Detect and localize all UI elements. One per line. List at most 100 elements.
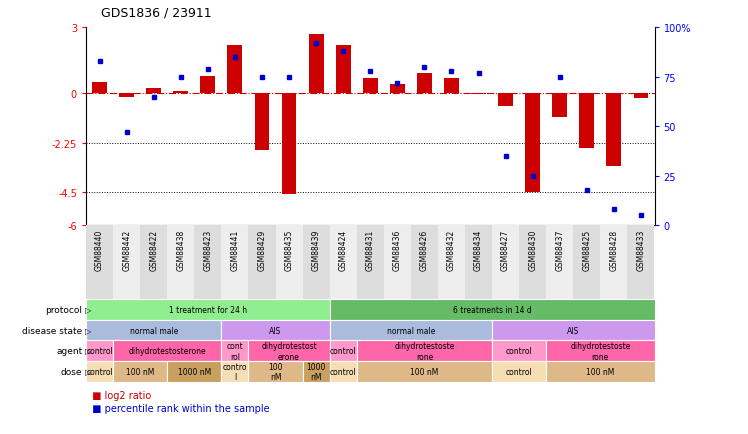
Text: ▷: ▷ <box>85 326 92 335</box>
Text: GSM88424: GSM88424 <box>339 229 348 270</box>
Text: control: control <box>330 346 357 355</box>
Bar <box>92 83 107 94</box>
Text: GSM88426: GSM88426 <box>420 229 429 270</box>
Text: GSM88427: GSM88427 <box>501 229 510 270</box>
Text: 100
nM: 100 nM <box>269 362 283 381</box>
Bar <box>330 341 357 361</box>
Text: GSM88422: GSM88422 <box>149 229 158 270</box>
Bar <box>221 361 248 382</box>
Text: GSM88433: GSM88433 <box>637 229 646 271</box>
Text: contro
l: contro l <box>223 362 247 381</box>
Bar <box>357 361 492 382</box>
Text: AIS: AIS <box>567 326 580 335</box>
Bar <box>309 35 324 94</box>
Bar <box>248 341 330 361</box>
Text: GSM88430: GSM88430 <box>528 229 537 271</box>
Bar <box>227 46 242 94</box>
Bar <box>390 85 405 94</box>
Bar <box>546 226 573 299</box>
Bar <box>580 94 594 149</box>
Bar <box>86 299 330 320</box>
Text: GSM88432: GSM88432 <box>447 229 456 270</box>
Bar <box>113 341 221 361</box>
Bar <box>330 226 357 299</box>
Text: dihydrotestoste
rone: dihydrotestoste rone <box>394 341 455 361</box>
Text: AIS: AIS <box>269 326 282 335</box>
Text: ▷: ▷ <box>85 305 92 314</box>
Text: GSM88440: GSM88440 <box>95 229 104 271</box>
Bar <box>86 341 113 361</box>
Text: agent: agent <box>56 346 82 355</box>
Bar <box>363 79 378 94</box>
Text: GSM88436: GSM88436 <box>393 229 402 271</box>
Bar <box>438 226 465 299</box>
Bar <box>492 226 519 299</box>
Bar <box>546 341 654 361</box>
Bar <box>281 94 296 195</box>
Bar <box>465 226 492 299</box>
Bar <box>498 94 513 107</box>
Text: 6 treatments in 14 d: 6 treatments in 14 d <box>453 305 531 314</box>
Bar <box>417 74 432 94</box>
Bar <box>336 46 351 94</box>
Bar <box>519 226 546 299</box>
Text: 100 nM: 100 nM <box>410 367 438 376</box>
Text: normal male: normal male <box>387 326 435 335</box>
Bar <box>607 94 622 166</box>
Bar <box>113 226 140 299</box>
Text: GSM88429: GSM88429 <box>257 229 266 270</box>
Bar <box>552 94 567 118</box>
Bar <box>357 341 492 361</box>
Bar <box>411 226 438 299</box>
Text: protocol: protocol <box>46 305 82 314</box>
Text: dihydrotestosterone: dihydrotestosterone <box>129 346 206 355</box>
Text: GSM88439: GSM88439 <box>312 229 321 271</box>
Text: 1000 nM: 1000 nM <box>178 367 211 376</box>
Bar <box>168 226 194 299</box>
Bar <box>573 226 601 299</box>
Text: cont
rol: cont rol <box>227 341 243 361</box>
Bar <box>303 361 330 382</box>
Text: dihydrotestoste
rone: dihydrotestoste rone <box>570 341 631 361</box>
Text: GSM88435: GSM88435 <box>284 229 293 271</box>
Text: GSM88437: GSM88437 <box>555 229 564 271</box>
Bar <box>194 226 221 299</box>
Text: 1000
nM: 1000 nM <box>307 362 326 381</box>
Text: 100 nM: 100 nM <box>586 367 615 376</box>
Text: dihydrotestost
erone: dihydrotestost erone <box>261 341 317 361</box>
Text: ▷: ▷ <box>85 367 92 376</box>
Bar <box>86 226 113 299</box>
Bar <box>330 361 357 382</box>
Bar <box>330 299 654 320</box>
Text: control: control <box>330 367 357 376</box>
Bar <box>254 94 269 151</box>
Text: control: control <box>86 346 113 355</box>
Bar <box>86 320 221 341</box>
Bar <box>546 361 654 382</box>
Bar <box>492 320 654 341</box>
Text: dose: dose <box>61 367 82 376</box>
Bar <box>140 226 168 299</box>
Bar <box>444 79 459 94</box>
Bar <box>384 226 411 299</box>
Bar <box>601 226 628 299</box>
Bar <box>492 341 546 361</box>
Bar <box>492 361 546 382</box>
Bar <box>628 226 654 299</box>
Bar <box>119 94 134 97</box>
Bar <box>525 94 540 193</box>
Text: GSM88423: GSM88423 <box>203 229 212 270</box>
Text: ▷: ▷ <box>85 346 92 355</box>
Text: ■ log2 ratio: ■ log2 ratio <box>86 390 151 400</box>
Bar <box>471 94 486 95</box>
Bar <box>357 226 384 299</box>
Bar <box>275 226 303 299</box>
Text: GSM88434: GSM88434 <box>474 229 483 271</box>
Text: control: control <box>86 367 113 376</box>
Text: disease state: disease state <box>22 326 82 335</box>
Bar <box>221 320 330 341</box>
Bar <box>330 320 492 341</box>
Text: 1 treatment for 24 h: 1 treatment for 24 h <box>169 305 247 314</box>
Bar <box>248 361 303 382</box>
Bar <box>147 89 161 94</box>
